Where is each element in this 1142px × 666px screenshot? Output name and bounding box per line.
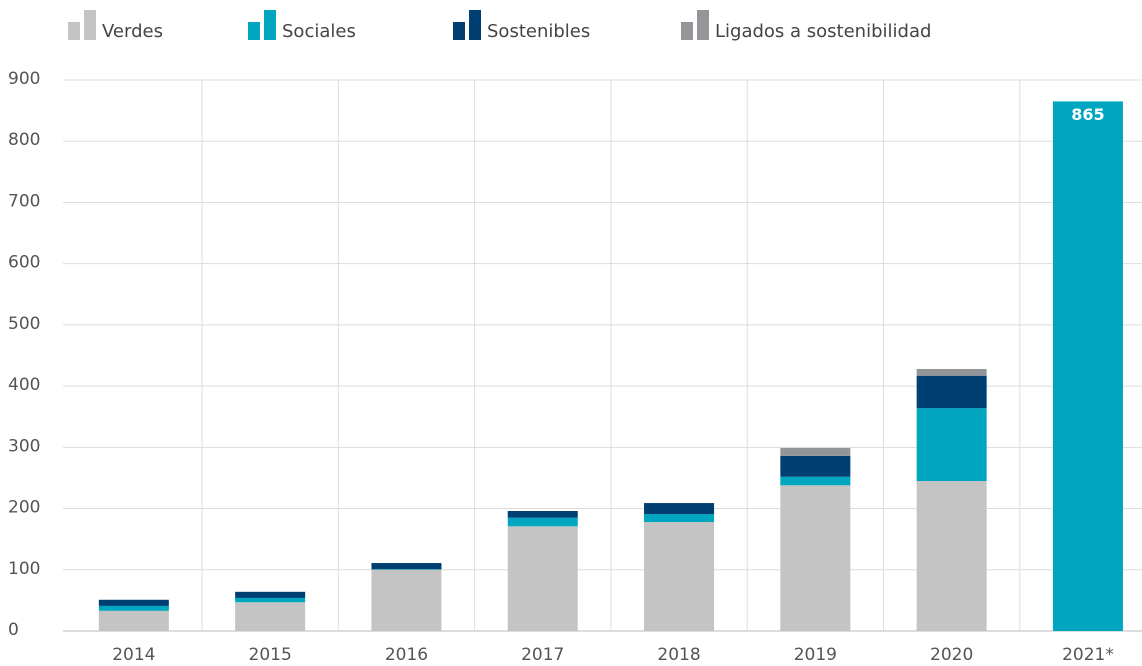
legend-label: Ligados a sostenibilidad: [715, 21, 931, 42]
bar-segment: [371, 569, 442, 631]
legend-swatch: [697, 10, 709, 40]
legend-swatch: [84, 10, 96, 40]
bar-segment: [98, 610, 169, 631]
bar-segment: [780, 476, 851, 486]
bar-segment: [507, 517, 578, 527]
bar-segment: [235, 591, 306, 598]
bar-segment: [644, 522, 715, 631]
legend-swatch: [469, 10, 481, 40]
y-tick-label: 500: [8, 314, 40, 334]
x-tick-label: 2020: [930, 645, 973, 665]
y-tick-label: 800: [8, 130, 40, 150]
bar-segment: [916, 368, 987, 376]
total-label: 865: [1071, 105, 1104, 124]
bar-segment: [644, 514, 715, 523]
legend-swatch: [68, 22, 80, 40]
x-tick-label: 2018: [657, 645, 700, 665]
bar-segment: [780, 447, 851, 456]
bar-segment: [507, 526, 578, 631]
y-tick-label: 0: [8, 620, 19, 640]
legend-swatch: [264, 10, 276, 40]
y-tick-label: 400: [8, 375, 40, 395]
bar-segment: [916, 375, 987, 409]
bar-segment: [235, 602, 306, 631]
x-tick-label: 2014: [112, 645, 155, 665]
bar-segment: [98, 605, 169, 611]
y-tick-label: 200: [8, 498, 40, 518]
legend-label: Sostenibles: [487, 21, 590, 42]
bar-segment: [371, 563, 442, 570]
bar-segment: [98, 599, 169, 606]
bar-segment: [916, 481, 987, 631]
bar-segment: [235, 597, 306, 603]
bar-segment: [644, 503, 715, 515]
legend-swatch: [453, 22, 465, 40]
x-tick-label: 2019: [794, 645, 837, 665]
legend-label: Sociales: [282, 21, 356, 42]
y-tick-label: 100: [8, 559, 40, 579]
bar-segment: [780, 485, 851, 631]
y-tick-label: 600: [8, 253, 40, 273]
x-tick-label: 2017: [521, 645, 564, 665]
y-tick-label: 900: [8, 69, 40, 89]
x-tick-label: 2016: [385, 645, 428, 665]
bar-segment: [371, 569, 442, 570]
bar-segment: [780, 455, 851, 477]
bar-segment: [507, 511, 578, 518]
legend-swatch: [248, 22, 260, 40]
x-tick-label: 2015: [249, 645, 292, 665]
total-bar: [1052, 101, 1123, 631]
bar-segment: [916, 408, 987, 482]
legend-swatch: [681, 22, 693, 40]
y-tick-label: 700: [8, 191, 40, 211]
legend-label: Verdes: [102, 21, 163, 42]
y-tick-label: 300: [8, 436, 40, 456]
x-tick-label: 2021*: [1062, 645, 1114, 665]
